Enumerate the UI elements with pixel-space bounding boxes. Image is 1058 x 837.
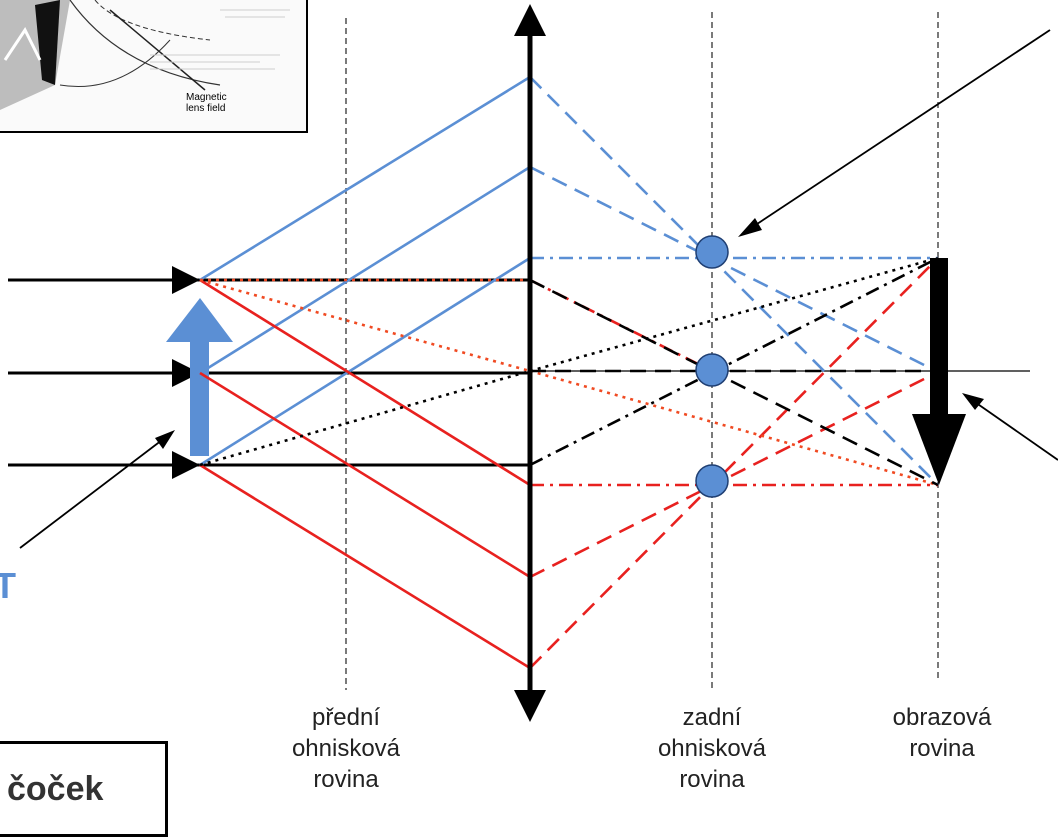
blue-rays: [199, 75, 531, 467]
red-dashed-rays: [529, 257, 939, 669]
focal-point-bottom: [695, 464, 729, 498]
incoming-rays: [8, 266, 530, 479]
front-focal-label-line3: rovina: [313, 766, 379, 793]
back-focal-label-line2: ohnisková: [657, 735, 767, 762]
orange-dotted-rays: [199, 278, 939, 487]
image-plane-label-line1: obrazová: [892, 704, 992, 731]
pointer-to-object: [19, 436, 167, 549]
back-focal-plane-label: zadní ohnisková rovina: [622, 702, 802, 795]
blue-dashed-rays: [529, 76, 939, 486]
object-label: T: [0, 565, 16, 606]
pole-piece-dark: [35, 0, 60, 85]
pointer-to-focal-point: [747, 29, 1051, 231]
front-focal-label-line2: ohnisková: [291, 735, 401, 762]
front-focal-label-line1: přední: [311, 704, 381, 731]
lens-arrow: [514, 4, 546, 722]
pointer-lines: [19, 29, 1058, 549]
lens-arrowhead-bottom: [514, 690, 546, 722]
image-plane-label-line2: rovina: [909, 735, 975, 762]
lens-inset-figure: Magnetic lens field: [0, 0, 308, 133]
focal-point-middle: [695, 353, 729, 387]
black-dotted-rays: [199, 256, 939, 467]
object-arrow: [166, 298, 233, 456]
field-pointer: [109, 9, 206, 91]
focal-point-top: [695, 235, 729, 269]
image-arrow: [912, 258, 966, 485]
black-dashed-rays: [529, 278, 939, 487]
title-text: čoček: [7, 770, 104, 808]
inset-label-line2: lens field: [186, 103, 226, 114]
field-arc: [69, 0, 221, 86]
pointer-to-image: [971, 399, 1058, 461]
focal-points: [695, 235, 729, 498]
red-rays: [199, 278, 531, 670]
front-focal-plane-label: přední ohnisková rovina: [256, 702, 436, 795]
inset-drawing: [0, 0, 306, 131]
ray-arrowhead-bottom: [172, 451, 200, 479]
back-focal-label-line3: rovina: [679, 766, 745, 793]
black-dashdot-ray: [529, 256, 939, 467]
ray-arrowhead-middle: [172, 359, 200, 387]
title-box: čoček: [0, 741, 168, 837]
ray-arrowhead-top: [172, 266, 200, 294]
image-plane-label: obrazová rovina: [862, 702, 1022, 764]
back-focal-label-line1: zadní: [682, 704, 742, 731]
lens-arrowhead-top: [514, 4, 546, 36]
inset-label-line1: Magnetic: [186, 92, 227, 103]
